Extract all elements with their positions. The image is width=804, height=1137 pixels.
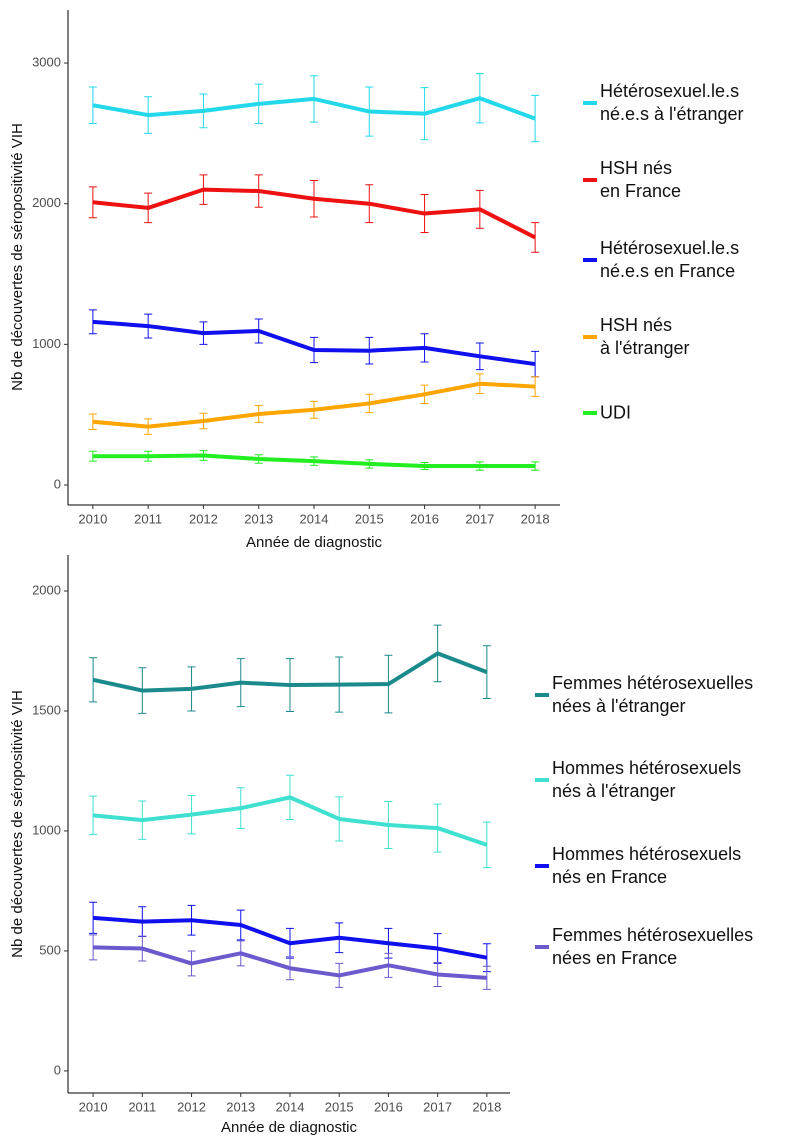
y-axis-title: Nb de découvertes de séropositivité VIH xyxy=(9,690,26,958)
x-tick-label: 2010 xyxy=(79,1099,108,1114)
series-line xyxy=(92,319,536,367)
legend-label: HSH nés à l'étranger xyxy=(600,315,690,358)
x-tick-label: 2012 xyxy=(177,1099,206,1114)
x-tick-label: 2017 xyxy=(465,511,494,526)
y-tick-label: 3000 xyxy=(32,54,61,69)
y-tick-label: 500 xyxy=(39,942,61,957)
error-bar xyxy=(89,795,98,836)
x-tick-label: 2018 xyxy=(472,1099,501,1114)
x-tick-label: 2016 xyxy=(374,1099,403,1114)
x-tick-label: 2017 xyxy=(423,1099,452,1114)
x-tick-label: 2013 xyxy=(244,511,273,526)
legend-label: HSH nés en France xyxy=(600,158,682,201)
x-axis-title: Année de diagnostic xyxy=(221,1119,357,1136)
legend-swatch xyxy=(583,178,597,182)
legend-label: Hétérosexuel.le.s né.e.s à l'étranger xyxy=(600,81,744,124)
series-line xyxy=(92,915,488,960)
y-axis-title: Nb de découvertes de séropositivité VIH xyxy=(9,123,26,391)
legend-swatch xyxy=(583,411,597,415)
legend-swatch xyxy=(583,101,597,105)
error-bar xyxy=(89,901,98,934)
legend-label: UDI xyxy=(600,402,631,423)
x-tick-label: 2011 xyxy=(128,1099,156,1114)
y-tick-label: 2000 xyxy=(32,582,61,597)
error-bar xyxy=(531,376,540,397)
x-axis-title: Année de diagnostic xyxy=(246,534,382,551)
error-bar xyxy=(531,461,540,471)
legend-label: Femmes hétérosexuelles nées en France xyxy=(552,925,754,968)
error-bar xyxy=(531,222,540,253)
series-line xyxy=(92,381,536,429)
y-tick-label: 2000 xyxy=(32,195,61,210)
legend-swatch xyxy=(535,778,549,782)
x-tick-label: 2016 xyxy=(410,511,439,526)
x-tick-label: 2014 xyxy=(300,511,329,526)
error-bar xyxy=(89,657,98,703)
legend-label: Hétérosexuel.le.s né.e.s en France xyxy=(600,238,740,281)
error-bar xyxy=(89,934,98,961)
legend-swatch xyxy=(583,335,597,339)
series-line xyxy=(93,945,488,980)
legend-swatch xyxy=(583,258,597,262)
x-tick-label: 2015 xyxy=(325,1099,354,1114)
y-tick-label: 1000 xyxy=(32,822,61,837)
legend-swatch xyxy=(535,693,549,697)
legend-swatch xyxy=(535,945,549,949)
x-tick-label: 2018 xyxy=(521,511,550,526)
legend-swatch xyxy=(535,864,549,868)
series-line xyxy=(92,795,488,847)
y-tick-label: 0 xyxy=(54,476,61,491)
legend-label: Femmes hétérosexuelles nées à l'étranger xyxy=(552,673,754,716)
x-tick-label: 2014 xyxy=(276,1099,305,1114)
x-tick-label: 2011 xyxy=(134,511,162,526)
series-line xyxy=(92,651,488,693)
series-line xyxy=(92,453,536,469)
x-tick-label: 2010 xyxy=(78,511,107,526)
error-bar xyxy=(531,94,540,143)
y-tick-label: 1000 xyxy=(32,336,61,351)
y-tick-label: 1500 xyxy=(32,702,61,717)
series-line xyxy=(92,187,537,240)
legend-label: Hommes hétérosexuels nés à l'étranger xyxy=(552,758,742,801)
series-line xyxy=(92,96,536,121)
x-tick-label: 2013 xyxy=(226,1099,255,1114)
x-tick-label: 2015 xyxy=(355,511,384,526)
y-tick-label: 0 xyxy=(54,1062,61,1077)
legend-label: Hommes hétérosexuels nés en France xyxy=(552,844,742,887)
x-tick-label: 2012 xyxy=(189,511,218,526)
